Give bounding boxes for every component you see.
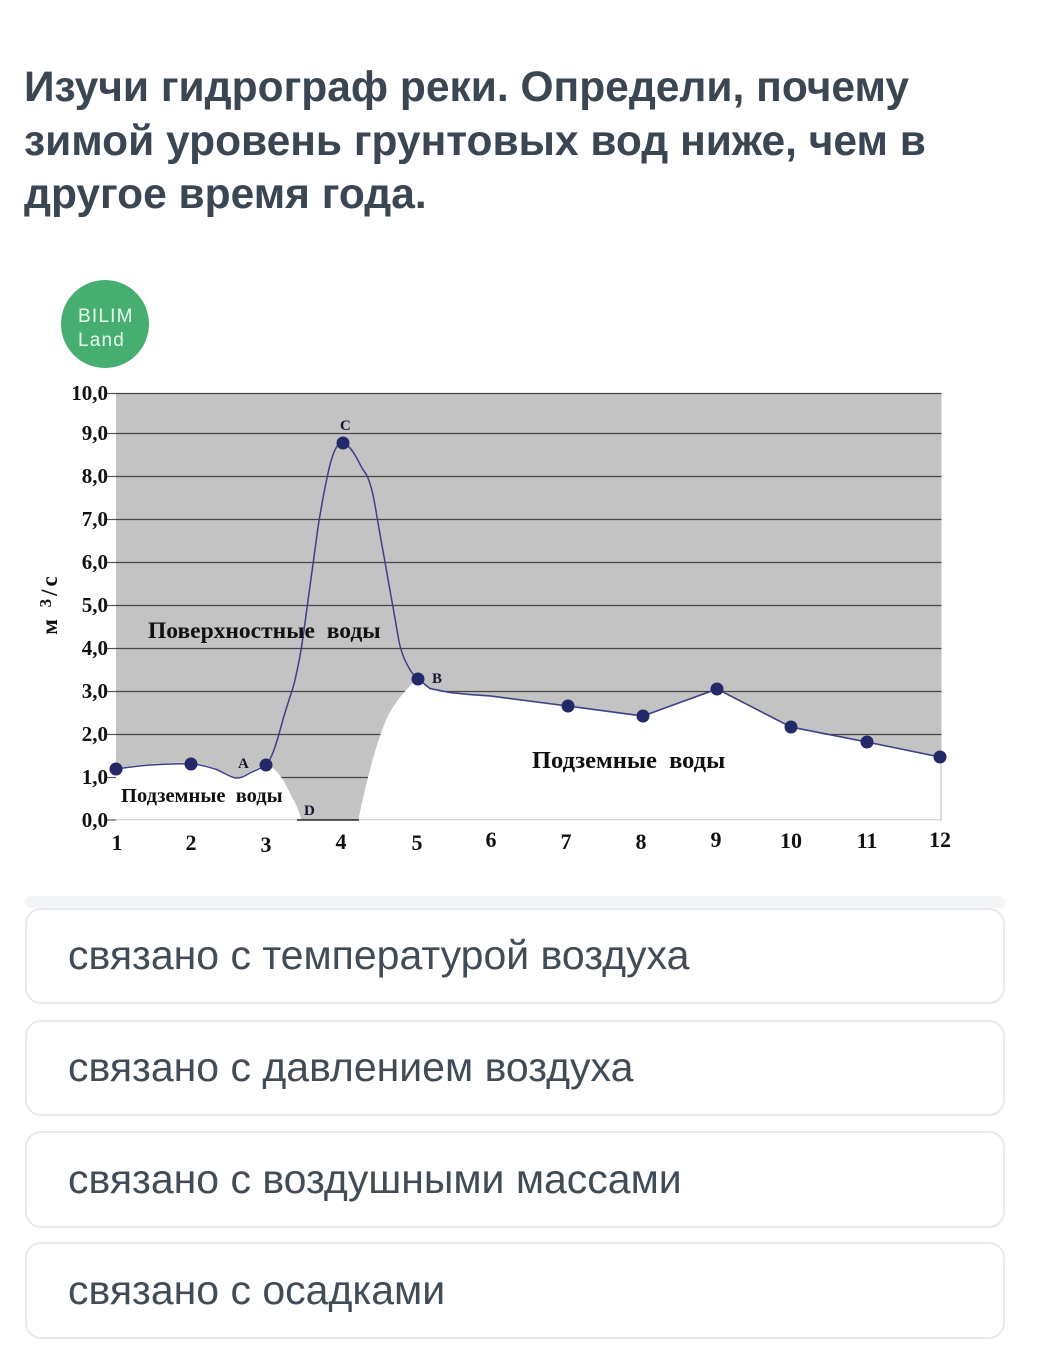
- svg-text:11: 11: [857, 828, 878, 853]
- svg-text:9,0: 9,0: [82, 421, 108, 445]
- svg-text:2,0: 2,0: [82, 722, 108, 746]
- svg-text:3,0: 3,0: [82, 679, 108, 703]
- svg-text:12: 12: [929, 827, 951, 852]
- svg-text:10: 10: [780, 828, 802, 853]
- svg-text:D: D: [304, 803, 315, 819]
- svg-text:C: C: [340, 418, 351, 434]
- svg-text:4: 4: [336, 829, 347, 854]
- svg-text:6,0: 6,0: [82, 550, 108, 574]
- svg-text:10,0: 10,0: [71, 381, 108, 405]
- svg-text:3: 3: [261, 832, 272, 857]
- svg-text:4,0: 4,0: [82, 636, 108, 660]
- svg-text:5,0: 5,0: [82, 593, 108, 617]
- svg-text:1,0: 1,0: [82, 765, 108, 789]
- svg-text:B: B: [432, 671, 442, 687]
- svg-text:м 3/с: м 3/с: [36, 573, 62, 635]
- svg-text:A: A: [238, 756, 249, 772]
- svg-text:7: 7: [561, 829, 572, 854]
- svg-text:0,0: 0,0: [82, 808, 108, 832]
- svg-text:Подземные воды: Подземные воды: [121, 785, 283, 807]
- svg-text:6: 6: [486, 827, 497, 852]
- svg-text:BILIM: BILIM: [78, 306, 134, 327]
- svg-text:Подземные воды: Подземные воды: [532, 747, 725, 774]
- svg-text:2: 2: [186, 830, 197, 855]
- svg-text:8,0: 8,0: [82, 464, 108, 488]
- svg-text:9: 9: [711, 827, 722, 852]
- svg-text:1: 1: [112, 830, 123, 855]
- svg-text:Поверхностные воды: Поверхностные воды: [148, 618, 381, 644]
- svg-text:Land: Land: [78, 330, 125, 351]
- svg-text:8: 8: [636, 829, 647, 854]
- svg-text:5: 5: [412, 830, 423, 855]
- svg-text:7,0: 7,0: [82, 507, 108, 531]
